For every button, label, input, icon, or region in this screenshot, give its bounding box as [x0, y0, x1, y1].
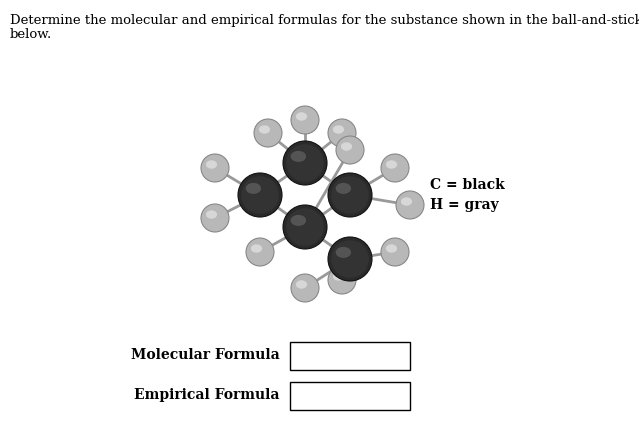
Ellipse shape: [335, 247, 351, 258]
Ellipse shape: [296, 112, 307, 121]
Text: Molecular Formula: Molecular Formula: [131, 348, 280, 362]
Ellipse shape: [401, 197, 412, 206]
Ellipse shape: [333, 125, 344, 134]
Ellipse shape: [291, 274, 319, 302]
Ellipse shape: [328, 119, 356, 147]
FancyBboxPatch shape: [290, 382, 410, 410]
Ellipse shape: [291, 151, 306, 162]
Ellipse shape: [396, 191, 424, 219]
Text: Determine the molecular and empirical formulas for the substance shown in the ba: Determine the molecular and empirical fo…: [10, 14, 639, 27]
FancyBboxPatch shape: [290, 342, 410, 370]
Ellipse shape: [291, 106, 319, 134]
Ellipse shape: [246, 183, 261, 194]
Text: below.: below.: [10, 28, 52, 41]
Ellipse shape: [254, 119, 282, 147]
Ellipse shape: [386, 160, 397, 169]
Ellipse shape: [341, 142, 352, 150]
Ellipse shape: [381, 238, 409, 266]
Ellipse shape: [201, 154, 229, 182]
Ellipse shape: [333, 272, 344, 281]
Ellipse shape: [336, 136, 364, 164]
Ellipse shape: [206, 210, 217, 219]
Ellipse shape: [328, 173, 372, 217]
Ellipse shape: [251, 244, 262, 253]
Ellipse shape: [328, 237, 372, 281]
Ellipse shape: [286, 208, 324, 246]
Ellipse shape: [283, 205, 327, 249]
Ellipse shape: [328, 266, 356, 294]
Ellipse shape: [331, 240, 369, 278]
Ellipse shape: [286, 144, 324, 182]
Ellipse shape: [335, 183, 351, 194]
Ellipse shape: [386, 244, 397, 253]
Ellipse shape: [246, 238, 274, 266]
Ellipse shape: [283, 141, 327, 185]
Ellipse shape: [296, 280, 307, 289]
Text: C = black
H = gray: C = black H = gray: [430, 178, 505, 212]
Ellipse shape: [291, 215, 306, 226]
Ellipse shape: [242, 176, 279, 214]
Ellipse shape: [238, 173, 282, 217]
Ellipse shape: [259, 125, 270, 134]
Ellipse shape: [331, 176, 369, 214]
Text: Empirical Formula: Empirical Formula: [134, 388, 280, 402]
Ellipse shape: [206, 160, 217, 169]
Ellipse shape: [381, 154, 409, 182]
Ellipse shape: [201, 204, 229, 232]
